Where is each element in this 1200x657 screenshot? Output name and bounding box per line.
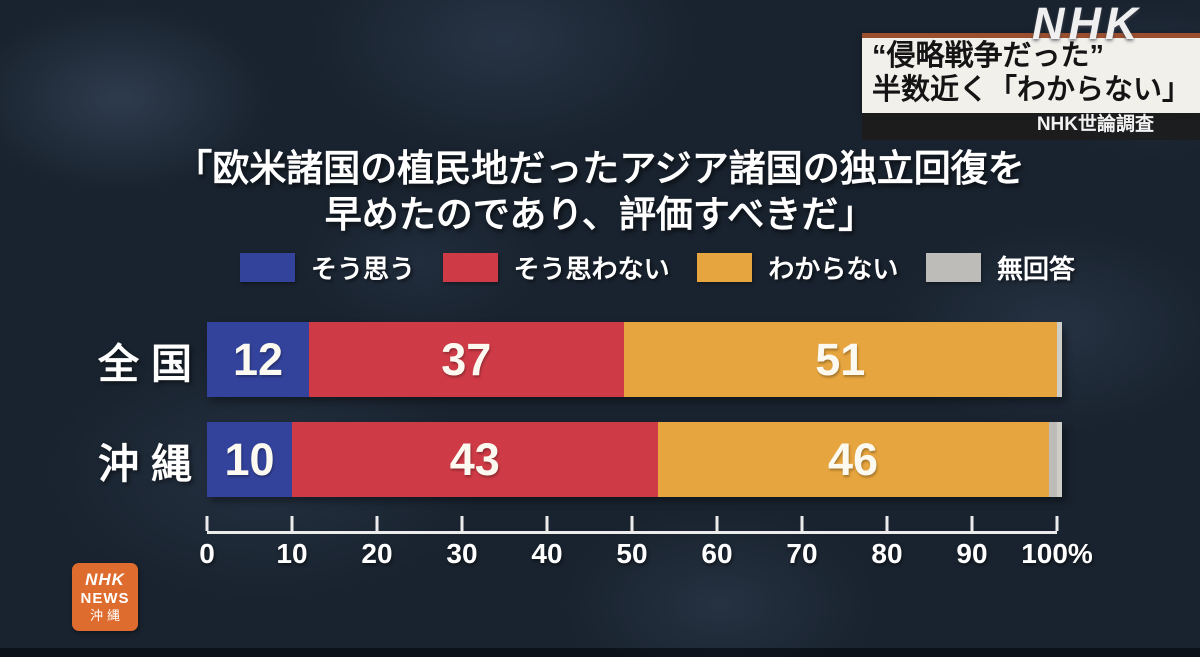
axis-tick-label: 40 [531,538,563,569]
headline-area: “侵略戦争だった” 半数近く「わからない」 NHK世論調査 [862,33,1200,140]
survey-source-strip: NHK世論調査 [862,112,1200,140]
question-line2: 早めたのであり、評価すべきだ」 [324,193,876,235]
nhk-news-okinawa-badge: NHK NEWS 沖縄 [72,563,138,631]
bar-segment: 46 [657,422,1049,497]
axis-tick [970,516,974,531]
badge-okinawa-label: 沖縄 [89,608,124,624]
bar-segment: 51 [623,322,1057,397]
bar-chart-rows: 全国 12 37 51 沖縄 10 43 46 [0,322,1200,522]
axis-tick [715,516,719,531]
axis-tick-label: 80 [871,538,903,569]
chart-row: 沖縄 10 43 46 [0,422,1200,497]
axis-tick [290,516,294,531]
question-title: 「欧米諸国の植民地だったアジア諸国の独立回復を 早めたのであり、評価すべきだ」 [0,146,1200,238]
axis-tick-label: 0 [199,538,215,569]
category-label: 沖縄 [98,440,204,487]
bar-segment: 37 [309,322,624,397]
axis-tick [885,516,889,531]
chart-row: 全国 12 37 51 [0,322,1200,397]
legend-swatch [442,252,498,282]
survey-source-label: NHK世論調査 [1036,113,1154,135]
bar-segment: 12 [207,322,309,397]
legend-label: わからない [768,253,899,284]
legend-item: そう思う [240,249,415,286]
nhk-logo-watermark: NHK [1032,0,1142,49]
badge-news-label: NEWS [80,590,130,608]
axis-tick [800,516,804,531]
legend-label: 無回答 [996,253,1075,284]
legend-swatch [240,252,295,282]
legend-swatch [697,252,753,282]
axis-tick-label: 10 [276,538,308,569]
headline-line1: “侵略戦争だった” [872,40,1105,72]
question-line1: 「欧米諸国の植民地だったアジア諸国の独立回復を [175,148,1025,189]
legend-label: そう思う [311,253,416,284]
legend-swatch [925,252,981,282]
x-axis-labels: 0 10 20 30 40 50 60 70 80 90 100% [199,538,1093,570]
chart-legend: そう思う そう思わない わからない 無回答 [240,250,1075,284]
legend-item: そう思わない [442,249,670,286]
axis-tick-label: 90 [956,538,988,569]
stacked-bar: 12 37 51 [207,322,1062,397]
x-axis [205,513,1059,534]
bar-segment [1048,422,1057,497]
axis-tick-label: 20 [361,538,393,569]
legend-label: そう思わない [513,253,670,284]
legend-item: わからない [697,249,898,286]
stacked-bar: 10 43 46 [207,422,1062,497]
axis-tick-label: 100% [1021,538,1093,569]
axis-tick [1055,516,1059,531]
bar-segment: 43 [292,422,658,497]
bottom-edge-bar [0,648,1200,657]
axis-tick [205,516,209,531]
axis-tick-label: 60 [701,538,733,569]
headline-box: “侵略戦争だった” 半数近く「わからない」 [862,33,1200,113]
axis-tick [460,516,464,531]
legend-item: 無回答 [925,249,1075,286]
badge-nhk-logo: NHK [85,570,125,589]
axis-tick [375,516,379,531]
axis-tick-label: 50 [616,538,648,569]
axis-tick-label: 30 [446,538,478,569]
category-label: 全国 [98,340,204,387]
axis-tick-label: 70 [786,538,818,569]
headline-line2: 半数近く「わからない」 [872,73,1192,106]
axis-tick [545,516,549,531]
bar-segment: 10 [207,422,292,497]
axis-tick [630,516,634,531]
